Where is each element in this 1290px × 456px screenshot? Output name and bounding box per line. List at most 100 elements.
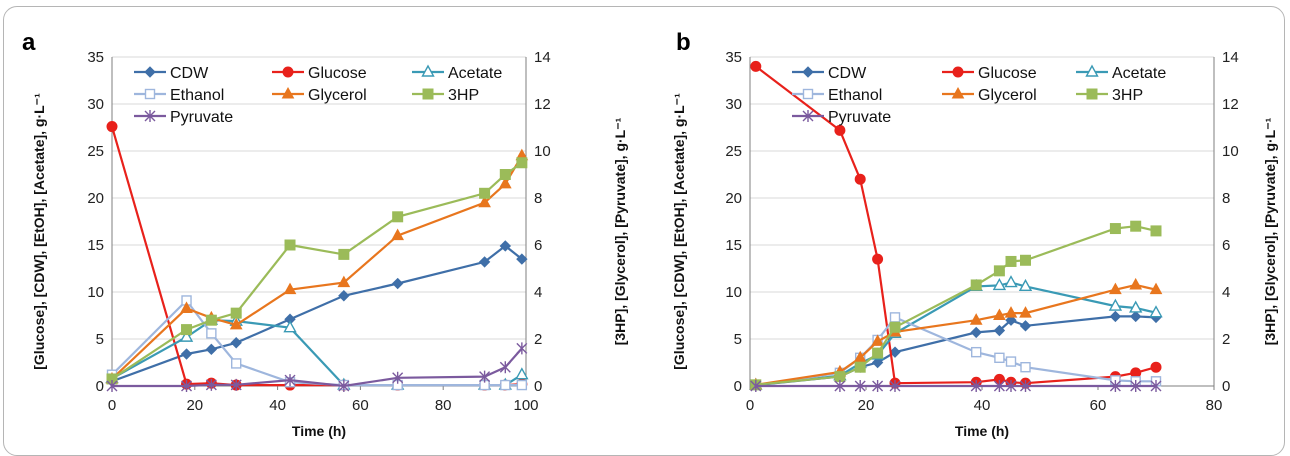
data-point — [1109, 282, 1122, 295]
x-tick-label: 40 — [269, 397, 286, 414]
data-point — [478, 195, 491, 208]
series-line — [110, 126, 522, 387]
legend-label: Pyruvate — [170, 109, 233, 126]
data-point — [206, 328, 217, 339]
legend-swatch-marker — [144, 110, 156, 122]
y-right-tick-label: 12 — [1222, 96, 1239, 113]
data-point — [106, 380, 118, 392]
y-right-tick-label: 0 — [534, 378, 542, 395]
data-point — [872, 253, 884, 265]
data-point — [1129, 277, 1143, 290]
legend-swatch-marker — [951, 86, 965, 99]
y-right-tick-label: 6 — [534, 237, 542, 254]
chart-panel-b: 0 5 10 15 20 25 30 35 0 2 4 6 8 10 12 14 0 20 40 60 80 Time (… — [671, 29, 1278, 439]
y-axis-left-title: [Glucose], [CDW], [EtOH], [Acetate], g·L… — [31, 93, 47, 370]
legend-swatch-marker — [144, 88, 156, 100]
series-pyruvate — [750, 380, 1162, 392]
legend-swatch-marker — [421, 64, 435, 77]
y-right-tick-label: 14 — [534, 49, 551, 66]
y-left-tick-label: 35 — [87, 49, 104, 66]
y-left-tick-label: 5 — [96, 331, 104, 348]
data-point — [499, 361, 511, 374]
data-point — [1130, 380, 1142, 392]
x-tick-label: 0 — [746, 397, 754, 414]
data-point — [516, 379, 528, 391]
panel-label: a — [22, 29, 36, 56]
data-point — [889, 321, 901, 333]
data-point — [338, 380, 350, 392]
data-point — [392, 211, 404, 223]
data-point — [872, 380, 884, 392]
y-left-tick-label: 0 — [734, 378, 742, 395]
data-point — [889, 312, 901, 323]
data-point — [854, 361, 866, 373]
legend-swatch-marker — [1085, 64, 1099, 77]
data-point — [284, 239, 296, 251]
y-left-tick-label: 10 — [725, 284, 742, 301]
data-point — [392, 371, 404, 384]
x-axis-title: Time (h) — [292, 423, 346, 439]
data-point — [1019, 306, 1032, 318]
y-left-tick-label: 35 — [725, 49, 742, 66]
data-point — [970, 380, 982, 392]
data-point — [993, 380, 1005, 392]
legend-label: CDW — [170, 65, 209, 82]
legend-swatch-marker — [952, 66, 964, 78]
y-left-tick-label: 20 — [87, 190, 104, 207]
x-tick-label: 20 — [186, 397, 203, 414]
data-point — [498, 176, 512, 189]
series-cdw — [106, 240, 528, 388]
data-point — [970, 279, 982, 291]
series-3hp — [750, 220, 1162, 391]
data-point — [479, 370, 491, 383]
data-point — [971, 346, 982, 358]
data-point — [338, 248, 350, 260]
data-point — [1150, 225, 1162, 237]
data-point — [871, 356, 884, 369]
y-right-tick-label: 10 — [1222, 143, 1239, 160]
series-line — [111, 161, 523, 380]
legend: CDW Glucose Acetate Ethanol Glycerol 3HP Pyruv… — [792, 64, 1166, 126]
data-point — [515, 367, 529, 380]
y-axis-right-title: [3HP], [Glycerol], [Pyruvate], g·L⁻¹ — [1262, 117, 1278, 345]
legend-swatch-marker — [144, 66, 156, 78]
data-point — [1005, 380, 1017, 392]
data-point — [993, 265, 1005, 277]
data-point — [854, 173, 866, 185]
data-point — [1005, 255, 1017, 267]
data-point — [993, 308, 1006, 320]
data-point — [1129, 310, 1142, 323]
data-point — [1130, 220, 1142, 232]
y-right-tick-label: 6 — [1222, 237, 1230, 254]
y-left-tick-label: 30 — [725, 96, 742, 113]
data-point — [516, 253, 528, 265]
data-point — [1109, 223, 1121, 235]
data-point — [230, 307, 242, 319]
legend-swatch-marker — [422, 88, 434, 100]
data-point — [969, 313, 983, 325]
x-tick-label: 60 — [1090, 397, 1107, 414]
data-point — [230, 358, 242, 369]
series-line — [111, 319, 523, 387]
data-point — [391, 277, 404, 290]
y-right-tick-label: 8 — [534, 190, 542, 207]
y-right-tick-label: 4 — [1222, 284, 1230, 301]
series-pyruvate — [106, 342, 528, 392]
legend-swatch-marker — [802, 88, 814, 100]
data-point — [1109, 310, 1122, 323]
data-point — [871, 334, 884, 346]
y-right-tick-label: 2 — [534, 331, 542, 348]
data-point — [1004, 306, 1018, 318]
data-point — [970, 326, 982, 339]
data-point — [179, 329, 194, 342]
legend-swatch-marker — [281, 86, 295, 99]
legend-label: Pyruvate — [828, 109, 891, 126]
data-point — [230, 378, 242, 391]
figure: 0 5 10 15 20 25 30 35 0 2 4 6 8 10 12 14 0 20 40 60 80 100 Tim… — [3, 6, 1285, 456]
y-left-tick-label: 15 — [725, 237, 742, 254]
y-axis-right-title: [3HP], [Glycerol], [Pyruvate], g·L⁻¹ — [612, 117, 628, 345]
legend-label: Glycerol — [978, 87, 1037, 104]
data-point — [1020, 254, 1031, 266]
y-right-tick-label: 2 — [1222, 331, 1230, 348]
data-point — [1150, 380, 1162, 392]
